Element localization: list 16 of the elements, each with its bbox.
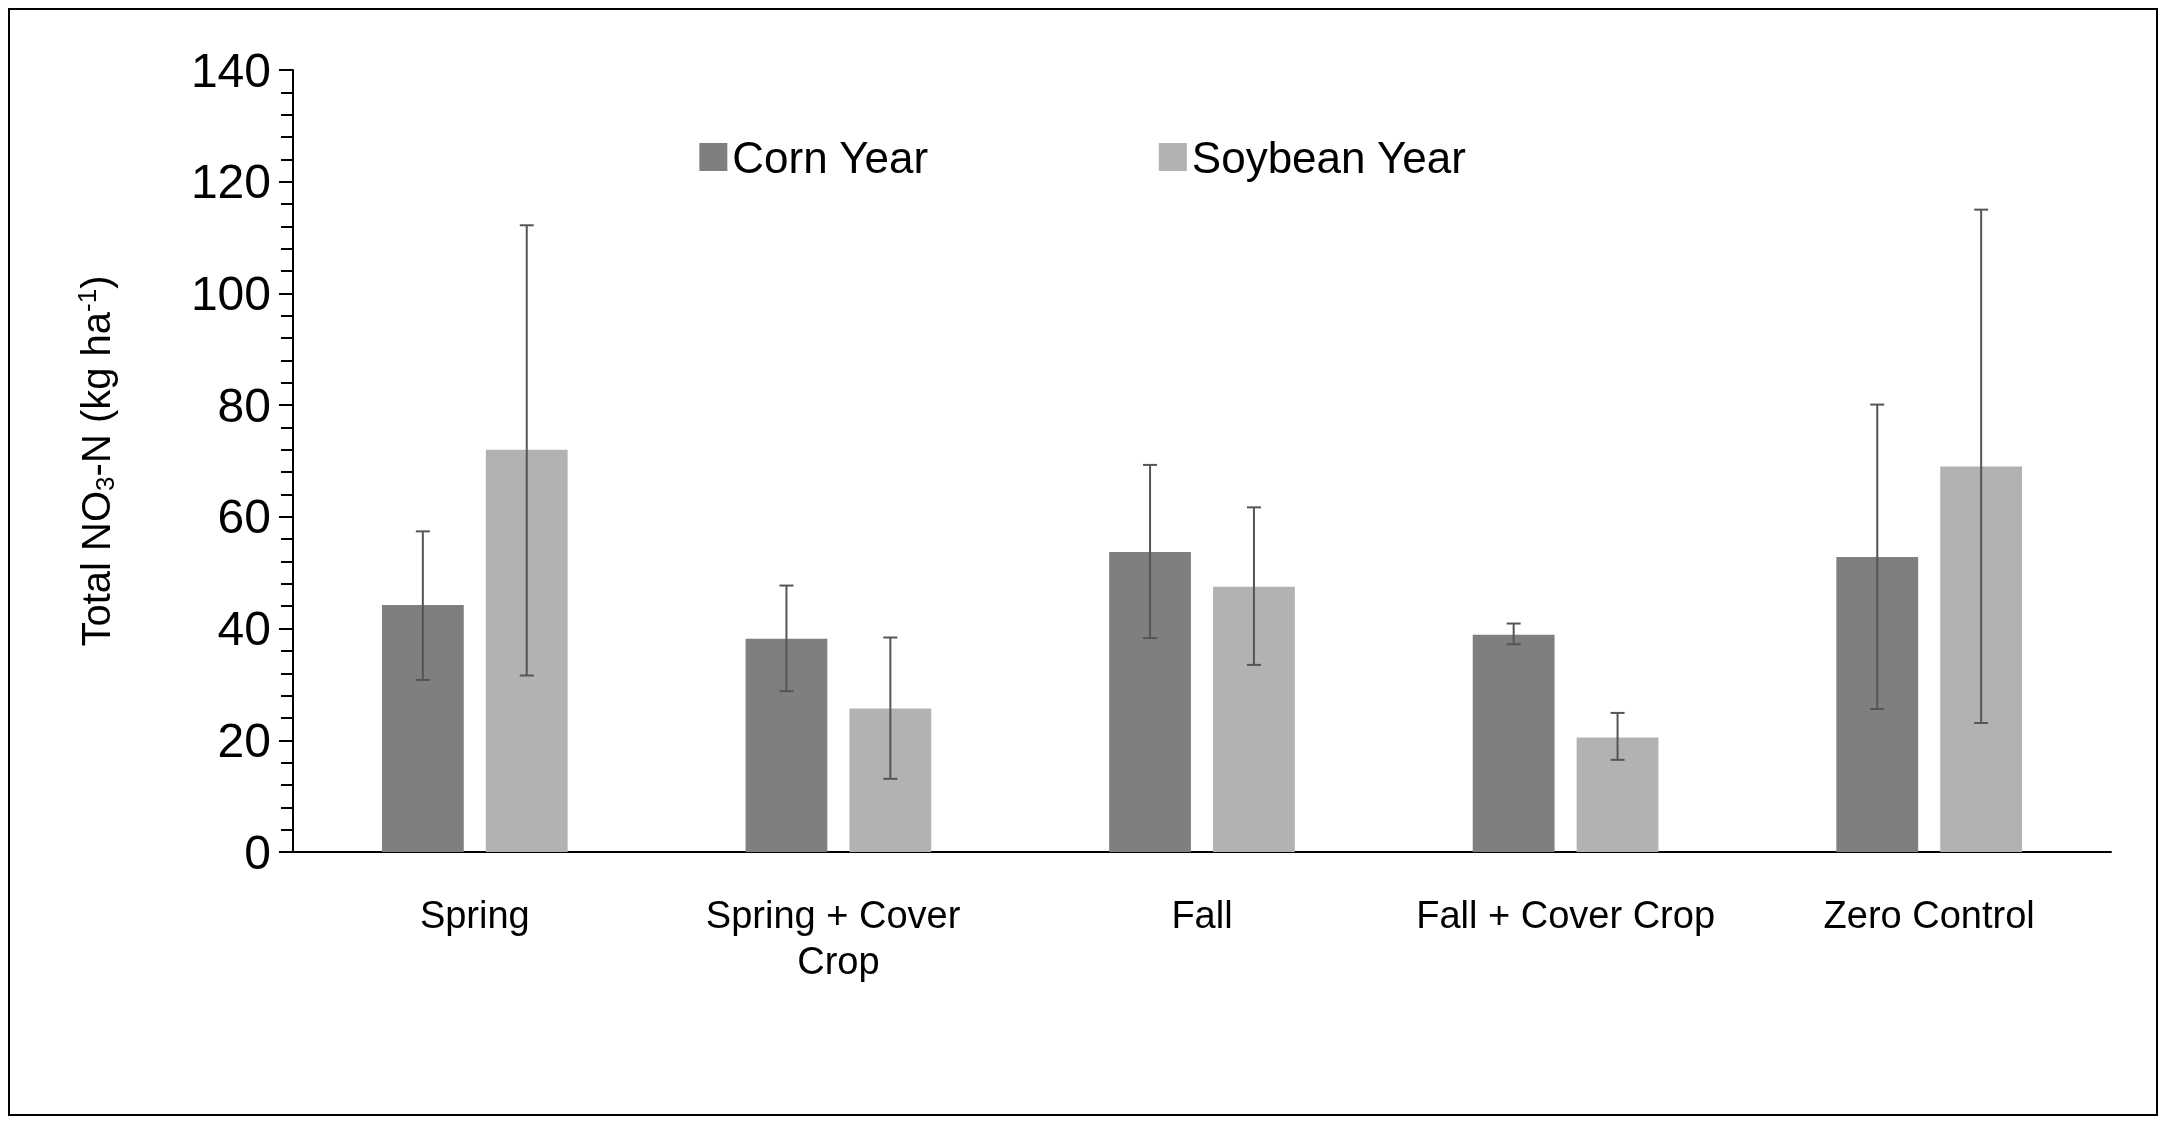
- x-tick-label: Spring: [419, 894, 530, 936]
- x-tick-label: Zero Control: [1823, 894, 2035, 936]
- y-tick-label: 120: [190, 155, 271, 209]
- x-tick-label: Fall: [1171, 894, 1233, 936]
- y-axis-title: Total NO3-N (kg ha-1): [72, 275, 120, 647]
- x-tick-label: Fall + Cover Crop: [1416, 894, 1716, 936]
- y-tick-label: 80: [217, 378, 271, 432]
- y-tick-label: 140: [190, 43, 271, 97]
- y-tick-label: 20: [217, 713, 271, 767]
- legend-label: Soybean Year: [1191, 132, 1466, 182]
- x-tick-label: Spring + Cover Crop: [705, 894, 971, 982]
- legend-label: Corn Year: [732, 132, 929, 182]
- y-tick-label: 40: [217, 602, 271, 656]
- y-tick-label: 60: [217, 490, 271, 544]
- y-tick-label: 100: [190, 266, 271, 320]
- y-tick-label: 0: [244, 825, 271, 879]
